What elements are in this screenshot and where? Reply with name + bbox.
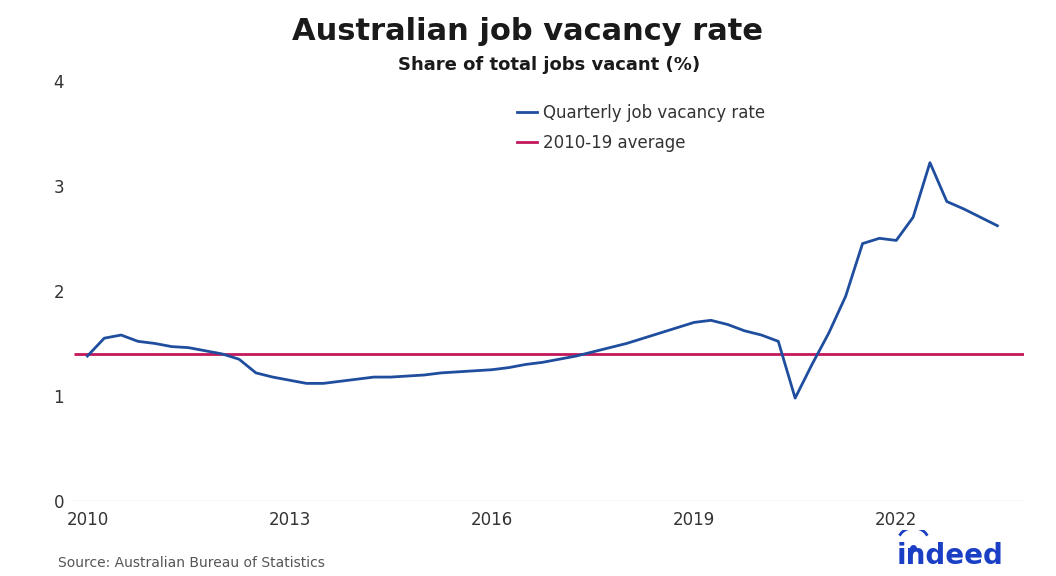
Text: indeed: indeed (897, 542, 1003, 570)
Text: Source: Australian Bureau of Statistics: Source: Australian Bureau of Statistics (58, 556, 325, 570)
Legend: Quarterly job vacancy rate, 2010-19 average: Quarterly job vacancy rate, 2010-19 aver… (510, 97, 772, 158)
Title: Share of total jobs vacant (%): Share of total jobs vacant (%) (398, 55, 700, 74)
Text: Australian job vacancy rate: Australian job vacancy rate (293, 17, 763, 46)
